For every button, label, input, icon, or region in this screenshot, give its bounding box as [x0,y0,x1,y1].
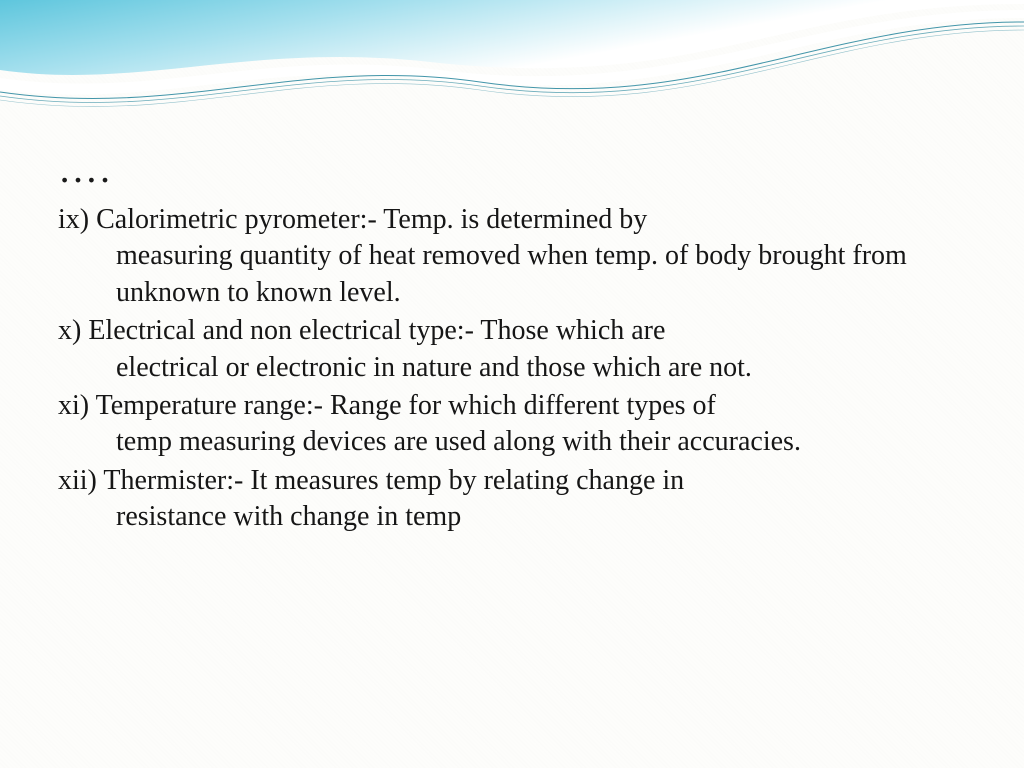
item-first-line: Calorimetric pyrometer:- Temp. is determ… [96,204,647,235]
item-body: temp measuring devices are used along wi… [58,424,966,460]
list-item: ix) Calorimetric pyrometer:- Temp. is de… [58,202,966,311]
slide-title: …. [58,145,966,192]
item-numeral: ix) [58,204,89,235]
list-item: x) Electrical and non electrical type:- … [58,313,966,386]
wave-decoration [0,0,1024,140]
item-first-line: Temperature range:- Range for which diff… [96,390,716,421]
item-numeral: xii) [58,465,97,496]
item-numeral: x) [58,315,81,346]
item-body: electrical or electronic in nature and t… [58,350,966,386]
slide: …. ix) Calorimetric pyrometer:- Temp. is… [0,0,1024,768]
list-item: xi) Temperature range:- Range for which … [58,388,966,461]
item-first-line: Electrical and non electrical type:- Tho… [88,315,665,346]
item-first-line: Thermister:- It measures temp by relatin… [103,465,684,496]
item-body: resistance with change in temp [58,499,966,535]
slide-content: …. ix) Calorimetric pyrometer:- Temp. is… [58,145,966,538]
list-item: xii) Thermister:- It measures temp by re… [58,463,966,536]
item-body: measuring quantity of heat removed when … [58,238,966,311]
item-numeral: xi) [58,390,89,421]
